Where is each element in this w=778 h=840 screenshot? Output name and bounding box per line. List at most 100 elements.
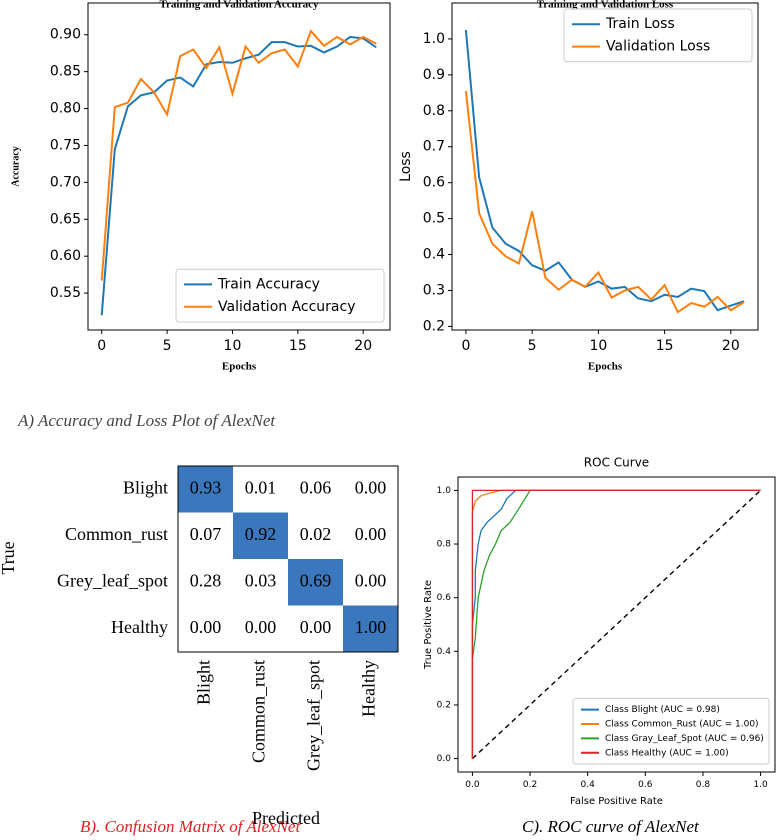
y-axis-label: Accuracy: [10, 146, 21, 187]
y-axis-label: True: [0, 541, 18, 574]
col-label: Common_rust: [249, 660, 269, 763]
x-tick-label: 15: [289, 338, 307, 354]
y-tick-label: 0.5: [423, 211, 445, 227]
y-tick-label: 0.90: [50, 27, 81, 43]
col-label: Grey_leaf_spot: [304, 660, 324, 771]
cell-label: 0.00: [300, 617, 332, 637]
cell-label: 0.00: [355, 477, 387, 497]
heatmap-cell: [178, 466, 233, 513]
series-line: [471, 489, 761, 759]
x-tick-label: 5: [528, 338, 537, 354]
x-tick-label: 0: [461, 338, 470, 354]
col-label: Healthy: [359, 660, 379, 717]
heatmap-cell: [233, 605, 288, 652]
legend-box: [563, 8, 753, 63]
x-tick-label: 10: [224, 338, 242, 354]
legend-label: Train Accuracy: [217, 276, 320, 292]
y-axis-label: Loss: [398, 151, 414, 182]
x-tick-label: 10: [589, 338, 607, 354]
y-tick-label: 0.70: [50, 174, 81, 190]
x-axis-label: Epochs: [588, 361, 623, 373]
series-line: [471, 489, 761, 759]
y-tick-label: 0.4: [423, 247, 445, 263]
x-tick-label: 15: [656, 338, 674, 354]
cell-label: 0.07: [190, 524, 222, 544]
heatmap-cell: [288, 559, 343, 606]
plot-frame: [87, 2, 391, 331]
cell-label: 1.00: [355, 617, 387, 637]
y-tick-label: 1.0: [423, 31, 445, 47]
cell-label: 0.02: [300, 524, 332, 544]
y-tick-label: 0.85: [50, 64, 81, 80]
heatmap-cell: [233, 512, 288, 559]
cell-label: 0.69: [300, 570, 332, 590]
series-line: [100, 35, 377, 316]
legend-label: Validation Accuracy: [218, 299, 356, 315]
row-label: Healthy: [111, 617, 168, 637]
series-line: [464, 90, 745, 314]
y-tick-label: 1.0: [437, 486, 452, 496]
chart-title: Training and Validation Accuracy: [159, 0, 319, 11]
series-line: [471, 489, 761, 759]
x-tick-label: 5: [163, 338, 172, 354]
x-tick-label: 0.6: [638, 780, 653, 790]
heatmap-cell: [288, 466, 343, 513]
y-tick-label: 0.8: [423, 103, 445, 119]
heatmap-cell: [178, 559, 233, 606]
chart-title: Training and Validation Loss: [537, 0, 674, 11]
legend-box: [175, 268, 385, 323]
cell-label: 0.28: [190, 570, 222, 590]
y-tick-label: 0.60: [50, 248, 81, 264]
cell-label: 0.00: [190, 617, 222, 637]
legend-label: Class Common_Rust (AUC = 1.00): [605, 720, 759, 730]
legend-label: Class Healthy (AUC = 1.00): [605, 748, 729, 758]
x-tick-label: 0.0: [465, 780, 480, 790]
series-line: [100, 29, 377, 281]
series-line: [464, 29, 745, 312]
y-tick-label: 0.2: [437, 700, 451, 710]
y-tick-label: 0.80: [50, 101, 81, 117]
x-tick-label: 0.8: [696, 780, 711, 790]
y-tick-label: 0.9: [423, 67, 445, 83]
col-label: Blight: [194, 660, 214, 705]
y-tick-label: 0.6: [423, 175, 445, 191]
x-tick-label: 0.4: [581, 780, 596, 790]
caption-c: C). ROC curve of AlexNet: [522, 817, 700, 836]
heatmap-frame: [177, 465, 399, 653]
legend-label: Train Loss: [605, 16, 675, 32]
cell-label: 0.06: [300, 477, 332, 497]
row-label: Common_rust: [65, 524, 168, 544]
x-tick-label: 1.0: [753, 780, 768, 790]
legend-label: Class Blight (AUC = 0.98): [605, 705, 720, 715]
row-label: Blight: [123, 477, 168, 497]
x-axis-label: Predicted: [252, 808, 320, 828]
heatmap-cell: [233, 559, 288, 606]
x-tick-label: 20: [722, 338, 740, 354]
cell-label: 0.00: [355, 524, 387, 544]
heatmap-cell: [343, 559, 398, 606]
y-tick-label: 0.3: [423, 282, 445, 298]
legend-label: Validation Loss: [606, 39, 710, 55]
cell-label: 0.03: [245, 570, 277, 590]
diagonal-reference: [471, 489, 762, 760]
chart-title: ROC Curve: [584, 456, 649, 470]
heatmap-cell: [178, 605, 233, 652]
heatmap-cell: [288, 512, 343, 559]
y-tick-label: 0.75: [50, 137, 81, 153]
heatmap-cell: [288, 605, 343, 652]
x-axis-label: False Positive Rate: [570, 796, 663, 807]
caption-a: A) Accuracy and Loss Plot of AlexNet: [17, 411, 276, 430]
y-tick-label: 0.65: [50, 211, 81, 227]
cell-label: 0.92: [245, 524, 277, 544]
caption-b: B). Confusion Matrix of AlexNet: [80, 817, 301, 836]
cell-label: 0.00: [245, 617, 277, 637]
y-tick-label: 0.6: [437, 593, 452, 603]
x-tick-label: 0.2: [523, 780, 537, 790]
x-tick-label: 20: [354, 338, 372, 354]
y-tick-label: 0.0: [437, 754, 452, 764]
row-label: Grey_leaf_spot: [57, 570, 168, 590]
y-tick-label: 0.7: [423, 139, 445, 155]
plot-frame: [457, 476, 776, 773]
y-tick-label: 0.8: [437, 540, 452, 550]
